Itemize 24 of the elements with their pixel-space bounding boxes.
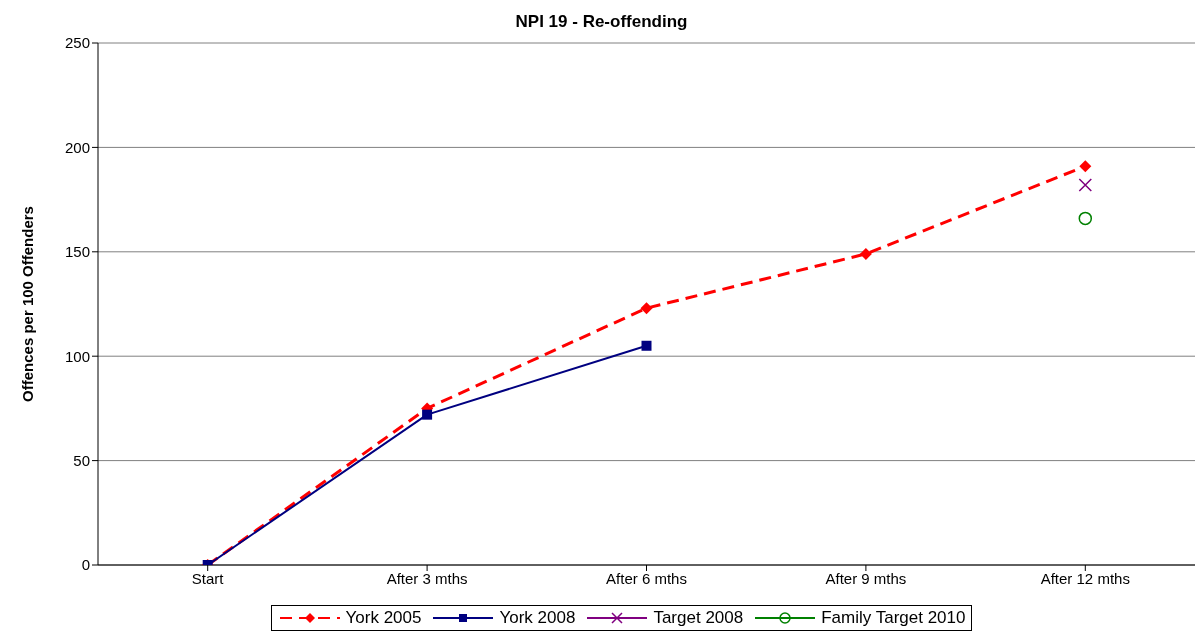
chart-title: NPI 19 - Re-offending bbox=[514, 12, 689, 32]
x-tick-label: Start bbox=[191, 569, 225, 587]
y-tick-label: 0 bbox=[81, 556, 90, 574]
point bbox=[1078, 211, 1093, 226]
point bbox=[859, 247, 872, 260]
y-tick-label: 50 bbox=[73, 451, 90, 469]
x-tick-label: After 12 mths bbox=[1040, 569, 1130, 587]
x-tick-label: After 3 mths bbox=[386, 569, 468, 587]
y-tick-label: 250 bbox=[64, 34, 90, 52]
x-tick-label: After 6 mths bbox=[606, 569, 687, 587]
point bbox=[640, 302, 653, 315]
x-tick-label: After 9 mths bbox=[825, 569, 907, 587]
y-tick-label: 100 bbox=[64, 347, 90, 365]
point bbox=[641, 340, 652, 351]
y-tick-label: 150 bbox=[64, 243, 90, 261]
legend-label: Family Target 2010 bbox=[821, 608, 966, 628]
y-tick-label: 200 bbox=[64, 138, 90, 156]
y-axis-title: Offences per 100 Offenders bbox=[19, 206, 37, 402]
legend-label: York 2008 bbox=[499, 608, 576, 628]
point bbox=[422, 409, 433, 420]
point bbox=[1079, 160, 1092, 173]
legend-label: Target 2008 bbox=[653, 608, 744, 628]
point bbox=[1078, 178, 1093, 192]
legend-label: York 2005 bbox=[345, 608, 422, 628]
